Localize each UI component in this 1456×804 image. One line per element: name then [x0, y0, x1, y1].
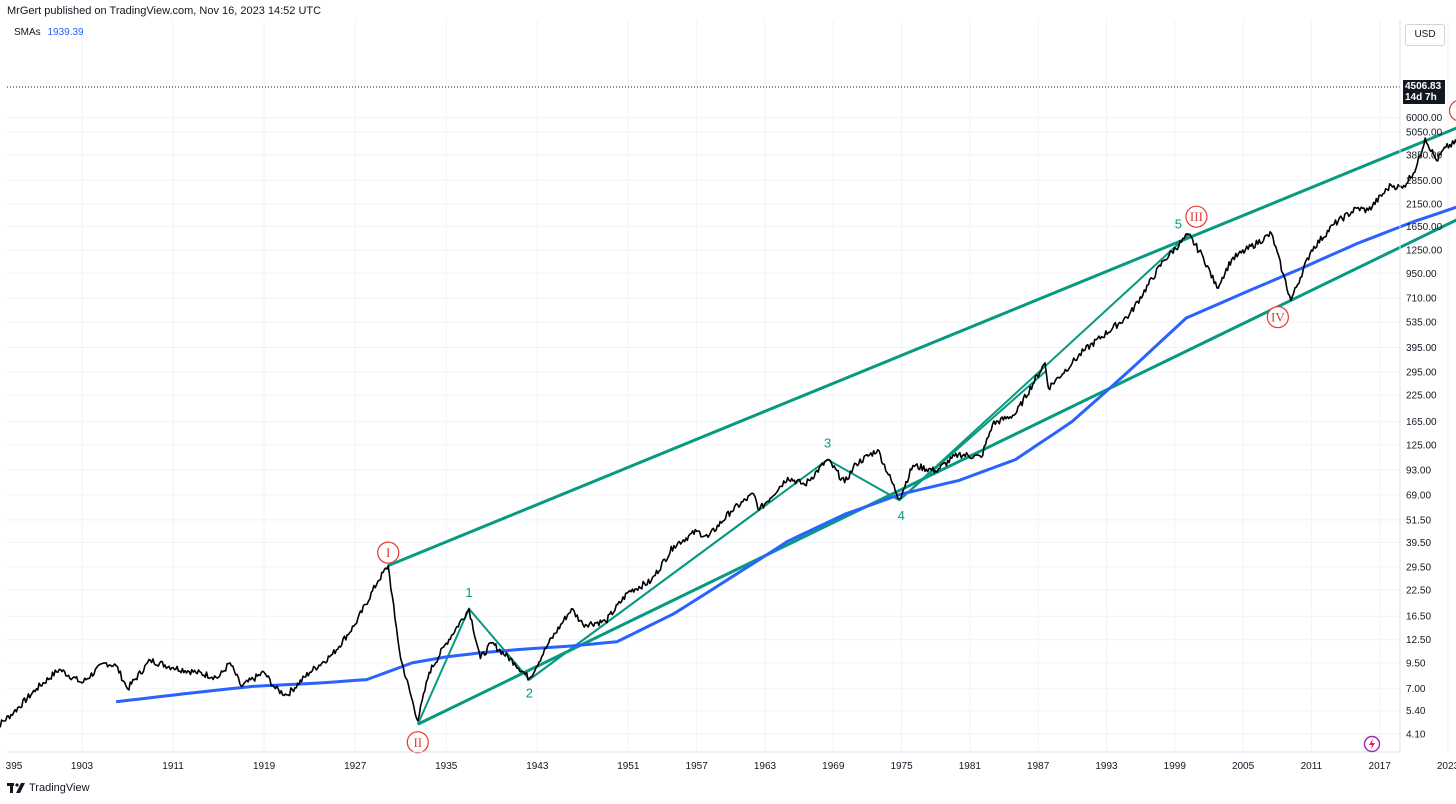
time-tick-label: 1935: [435, 761, 458, 772]
publisher-info: MrGert published on TradingView.com, Nov…: [7, 5, 322, 17]
major-wave-circle: [406, 731, 429, 754]
indicator-legend[interactable]: SMAs 1939.39: [14, 27, 84, 38]
time-tick-label: 2023: [1437, 761, 1456, 772]
price-tick-label: 225.00: [1406, 391, 1437, 402]
wave-support-line: [528, 509, 760, 681]
price-tick-label: 7.00: [1406, 684, 1426, 695]
time-tick-label: 1975: [890, 761, 913, 772]
tradingview-logo-icon: [7, 783, 25, 793]
price-tick-label: 2850.00: [1406, 176, 1443, 187]
footer-branding[interactable]: TradingView: [7, 782, 90, 794]
time-tick-label: 1999: [1164, 761, 1187, 772]
price-tick-label: 395.00: [1406, 343, 1437, 354]
time-tick-label: 1951: [617, 761, 640, 772]
major-wave-label: III: [1190, 209, 1203, 224]
flash-icon[interactable]: [1363, 735, 1381, 753]
price-tick-label: 950.00: [1406, 269, 1437, 280]
price-tick-label: 16.50: [1406, 612, 1431, 623]
minor-wave-label: 2: [526, 686, 533, 701]
major-wave-marker: I: [377, 541, 400, 564]
price-tick-label: 1650.00: [1406, 222, 1443, 233]
sma-series: [115, 205, 1456, 704]
price-tick-label: 3850.00: [1406, 150, 1443, 161]
price-series: [0, 137, 1456, 728]
wave-support-line: [898, 370, 1047, 501]
wave-path-line: [416, 233, 1190, 725]
price-tick-label: 29.50: [1406, 563, 1431, 574]
indicator-value: 1939.39: [47, 27, 84, 38]
major-wave-label: II: [413, 735, 422, 750]
minor-wave-label: 5: [1175, 217, 1182, 232]
price-tick-label: 165.00: [1406, 417, 1437, 428]
time-tick-label: 1919: [253, 761, 276, 772]
price-tick-label: 5050.00: [1406, 127, 1443, 138]
time-tick-label: 1963: [754, 761, 777, 772]
price-tick-label: 5.40: [1406, 706, 1426, 717]
time-tick-label: 395: [6, 761, 23, 772]
price-tick-label: 295.00: [1406, 368, 1437, 379]
time-tick-label: 1987: [1027, 761, 1050, 772]
major-wave-label: I: [386, 545, 390, 560]
major-wave-circle: [1185, 205, 1208, 228]
time-tick-label: 1911: [162, 761, 184, 772]
time-tick-label: 1927: [344, 761, 367, 772]
price-axis[interactable]: 6000.00 5050.00 3850.00 2850.00 2150.00 1650.…: [1399, 20, 1443, 752]
last-price-tag: 4506.83 14d 7h: [1403, 80, 1445, 104]
time-tick-label: 2017: [1369, 761, 1392, 772]
price-tick-label: 39.50: [1406, 538, 1431, 549]
brand-name: TradingView: [29, 782, 90, 794]
minor-wave-label: 3: [824, 436, 831, 451]
channel-lower-line: [417, 218, 1456, 726]
minor-wave-label: 4: [898, 508, 905, 523]
time-tick-label: 1943: [526, 761, 549, 772]
price-tick-label: 12.50: [1406, 635, 1431, 646]
minor-wave-label: 1: [465, 585, 472, 600]
price-tick-label: 6000.00: [1406, 113, 1443, 124]
wave-labels: IIIIIIIVV12345: [377, 100, 1456, 754]
major-wave-marker: IV: [1266, 306, 1289, 329]
price-tick-label: 51.50: [1406, 515, 1431, 526]
chart-grid: [7, 20, 1449, 752]
major-wave-marker: III: [1185, 205, 1208, 228]
sma-line: [115, 205, 1456, 704]
major-wave-circle: [1448, 100, 1456, 121]
price-tick-label: 4.10: [1406, 730, 1426, 741]
price-tick-label: 1250.00: [1406, 246, 1443, 257]
major-wave-circle: [377, 541, 400, 564]
major-wave-label: IV: [1271, 310, 1285, 325]
time-tick-label: 1903: [71, 761, 94, 772]
price-tick-label: 22.50: [1406, 585, 1431, 596]
countdown-value: 14d 7h: [1405, 92, 1437, 103]
price-line: [0, 137, 1456, 728]
major-wave-circle: [1266, 306, 1289, 329]
channel-upper-line: [387, 126, 1456, 568]
currency-button[interactable]: USD: [1405, 24, 1445, 46]
major-wave-marker: II: [406, 731, 429, 754]
price-tick-label: 125.00: [1406, 440, 1437, 451]
elliott-channel: [387, 126, 1456, 726]
time-tick-label: 1969: [822, 761, 845, 772]
price-tick-label: 69.00: [1406, 491, 1431, 502]
time-tick-label: 2011: [1301, 761, 1323, 772]
major-wave-marker: V: [1448, 100, 1456, 121]
time-tick-label: 1957: [686, 761, 709, 772]
price-tick-label: 535.00: [1406, 317, 1437, 328]
price-tick-label: 710.00: [1406, 293, 1437, 304]
price-tick-label: 2150.00: [1406, 200, 1443, 211]
last-price-value: 4506.83: [1405, 81, 1442, 92]
time-tick-label: 2005: [1232, 761, 1255, 772]
indicator-name: SMAs: [14, 27, 41, 38]
time-tick-label: 1993: [1095, 761, 1118, 772]
time-tick-label: 1981: [959, 761, 982, 772]
price-tick-label: 9.50: [1406, 658, 1426, 669]
price-tick-label: 93.00: [1406, 465, 1431, 476]
time-axis[interactable]: 395 1903 1911 1919 1927 1935 1943 1951 1957 1963 1…: [6, 751, 1456, 772]
